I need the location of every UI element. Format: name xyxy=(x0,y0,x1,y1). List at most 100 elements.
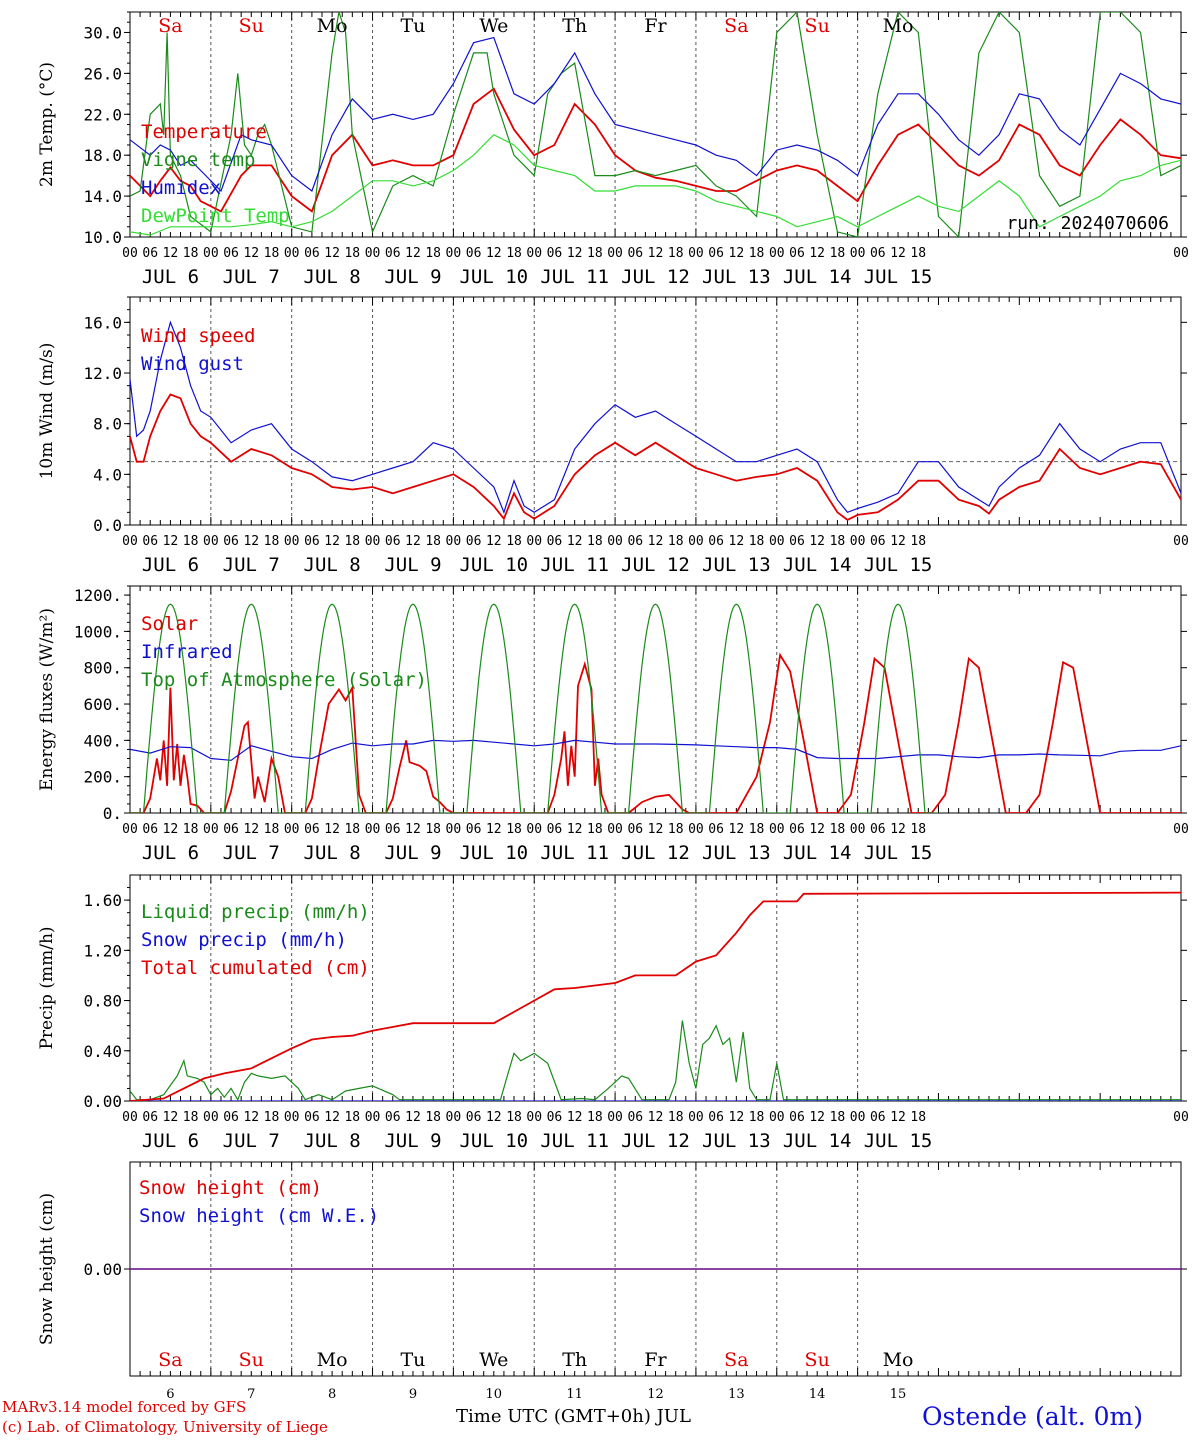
y-tick-label: 0.0 xyxy=(93,516,122,535)
y-tick-label: 4.0 xyxy=(93,465,122,484)
hour-tick-label: 00 xyxy=(284,246,300,261)
series-vigne-temp xyxy=(130,12,1181,237)
hour-tick-label: 18 xyxy=(425,246,441,261)
hour-tick-label: 12 xyxy=(243,246,259,261)
hour-tick-label: 06 xyxy=(304,246,320,261)
hour-tick-label: 18 xyxy=(506,822,522,837)
legend-entry: Snow height (cm) xyxy=(139,1177,322,1199)
y-tick-label: 18.0 xyxy=(83,146,122,165)
hour-tick-label: 06 xyxy=(708,534,724,549)
hour-tick-label: 12 xyxy=(405,534,421,549)
hour-tick-label: 00 xyxy=(607,1110,623,1125)
day-date-label: JUL 9 xyxy=(384,554,441,576)
hour-tick-label: 06 xyxy=(789,1110,805,1125)
hour-tick-label: 12 xyxy=(163,1110,179,1125)
hour-tick-label: 12 xyxy=(567,1110,583,1125)
hour-tick-label: 06 xyxy=(708,246,724,261)
weekday-label: Fr xyxy=(644,1349,667,1371)
y-tick-label: 14.0 xyxy=(83,187,122,206)
hour-tick-label: 18 xyxy=(506,534,522,549)
hour-tick-label: 00 xyxy=(688,1110,704,1125)
hour-tick-label: 00 xyxy=(850,246,866,261)
day-date-label: JUL 12 xyxy=(621,842,690,864)
hour-tick-label: 18 xyxy=(749,822,765,837)
hour-tick-label: 18 xyxy=(264,1110,280,1125)
day-date-label: JUL 6 xyxy=(142,266,199,288)
y-tick-label: 8.0 xyxy=(93,415,122,434)
hour-tick-label: 00 xyxy=(769,246,785,261)
hour-tick-label: 12 xyxy=(567,246,583,261)
y-tick-label: 0.00 xyxy=(83,1260,122,1279)
hour-tick-label: 18 xyxy=(183,534,199,549)
hour-tick-label: 18 xyxy=(425,822,441,837)
hour-tick-label: 18 xyxy=(830,246,846,261)
day-date-label: JUL 6 xyxy=(142,554,199,576)
series-wind-speed xyxy=(130,393,1181,521)
hour-tick-label: 18 xyxy=(830,1110,846,1125)
hour-tick-label: 12 xyxy=(324,534,340,549)
hour-tick-label: 18 xyxy=(668,1110,684,1125)
hour-tick-label: 06 xyxy=(466,1110,482,1125)
hour-tick-label: 00 xyxy=(122,246,138,261)
day-number-label: 9 xyxy=(409,1387,417,1402)
hour-tick-label: 12 xyxy=(648,822,664,837)
hour-tick-label: 12 xyxy=(729,1110,745,1125)
hour-tick-label: 12 xyxy=(648,534,664,549)
day-date-label: JUL 13 xyxy=(702,1130,771,1152)
hour-tick-label: 18 xyxy=(910,822,926,837)
hour-tick-label: 06 xyxy=(627,822,643,837)
hour-tick-label: 12 xyxy=(648,1110,664,1125)
day-date-label: JUL 9 xyxy=(384,1130,441,1152)
day-date-label: JUL 7 xyxy=(223,266,280,288)
day-date-label: JUL 14 xyxy=(783,266,852,288)
hour-tick-label: 12 xyxy=(324,822,340,837)
hour-tick-label: 18 xyxy=(264,246,280,261)
legend-entry: Solar xyxy=(141,613,198,635)
day-date-label: JUL 12 xyxy=(621,266,690,288)
hour-tick-label: 12 xyxy=(567,822,583,837)
hour-tick-label: 00 xyxy=(607,246,623,261)
hour-tick-label: 06 xyxy=(142,1110,158,1125)
y-tick-label: 400. xyxy=(83,731,122,750)
weekday-label: We xyxy=(479,1349,508,1371)
day-date-label: JUL 8 xyxy=(304,266,361,288)
hour-tick-label: 12 xyxy=(890,534,906,549)
hour-tick-label: 12 xyxy=(567,534,583,549)
day-number-label: 15 xyxy=(890,1387,907,1402)
hour-tick-label: 00 xyxy=(284,822,300,837)
hour-tick-label: 00 xyxy=(769,534,785,549)
hour-tick-label: 06 xyxy=(708,1110,724,1125)
legend-entry: Temperature xyxy=(141,121,267,143)
hour-tick-label: 18 xyxy=(668,534,684,549)
day-date-label: JUL 13 xyxy=(702,842,771,864)
hour-tick-label: 12 xyxy=(405,246,421,261)
series-total-cumulated-cm xyxy=(130,891,1181,1101)
hour-tick-label: 12 xyxy=(324,1110,340,1125)
hour-tick-label: 12 xyxy=(243,534,259,549)
hour-tick-label: 18 xyxy=(830,534,846,549)
y-tick-label: 1000. xyxy=(74,622,122,641)
legend-entry: Wind gust xyxy=(141,353,244,375)
hour-tick-label: 18 xyxy=(425,1110,441,1125)
day-date-label: JUL 15 xyxy=(864,842,933,864)
hour-tick-label: 12 xyxy=(486,246,502,261)
hour-tick-label: 00 xyxy=(688,246,704,261)
hour-tick-label: 18 xyxy=(749,246,765,261)
hour-tick-label: 06 xyxy=(304,534,320,549)
day-date-label: JUL 6 xyxy=(142,842,199,864)
hour-tick-label: 12 xyxy=(163,534,179,549)
hour-tick-label: 18 xyxy=(183,246,199,261)
y-tick-label: 600. xyxy=(83,695,122,714)
day-number-label: 7 xyxy=(247,1387,255,1402)
hour-tick-label: 00 xyxy=(688,534,704,549)
y-tick-label: 16.0 xyxy=(83,313,122,332)
station-label: Ostende (alt. 0m) xyxy=(922,1402,1143,1431)
day-date-label: JUL 8 xyxy=(304,842,361,864)
hour-tick-label: 06 xyxy=(870,534,886,549)
series-top-of-atmosphere-solar xyxy=(130,603,939,813)
hour-tick-label: 00 xyxy=(122,822,138,837)
hour-tick-label: 00 xyxy=(446,822,462,837)
hour-tick-label: 18 xyxy=(344,246,360,261)
hour-tick-label: 18 xyxy=(749,534,765,549)
y-tick-label: 1.20 xyxy=(83,941,122,960)
